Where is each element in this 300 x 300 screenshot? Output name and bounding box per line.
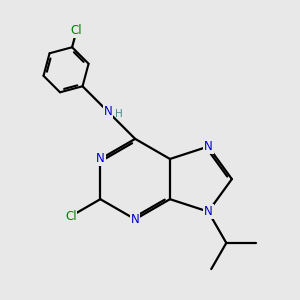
Text: Cl: Cl [70, 24, 82, 38]
Text: H: H [116, 109, 123, 119]
Text: Cl: Cl [65, 210, 76, 223]
Text: N: N [96, 152, 105, 166]
Text: N: N [104, 105, 112, 119]
Text: N: N [204, 140, 213, 153]
Text: N: N [204, 205, 213, 218]
Text: N: N [131, 213, 140, 226]
